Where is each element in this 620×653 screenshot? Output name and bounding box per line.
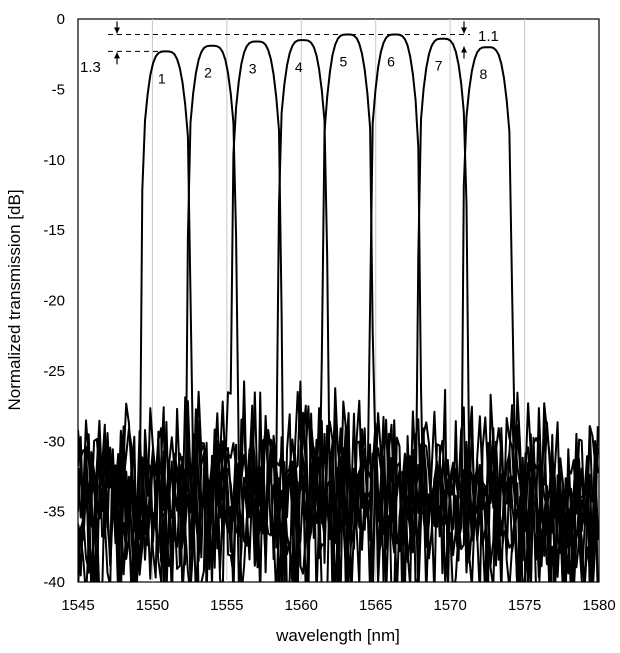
series-group <box>78 33 599 582</box>
x-tick-label: 1570 <box>433 597 466 614</box>
y-axis-title: Normalized transmission [dB] <box>5 189 24 410</box>
peak-labels: 1 2 3 4 5 6 7 8 <box>158 53 488 86</box>
arrow-down-left-head <box>114 27 120 34</box>
arrow-up-right-head <box>461 46 467 53</box>
channel-5-curve <box>78 33 599 582</box>
x-tick-labels: 1545 1550 1555 1560 1565 1570 1575 1580 <box>61 597 615 614</box>
y-tick-label: -20 <box>43 293 65 310</box>
y-tick-label: -40 <box>43 574 65 591</box>
y-tick-label: -25 <box>43 363 65 380</box>
y-tick-label: -30 <box>43 433 65 450</box>
channel-6-curve <box>78 33 599 582</box>
x-tick-label: 1545 <box>61 597 94 614</box>
channel-label: 6 <box>387 53 395 69</box>
y-tick-label: -35 <box>43 504 65 521</box>
x-tick-label: 1560 <box>285 597 318 614</box>
x-axis-title: wavelength [nm] <box>275 626 400 645</box>
y-tick-label: -15 <box>43 222 65 239</box>
channel-label: 3 <box>249 61 257 77</box>
channel-label: 5 <box>340 53 348 69</box>
arrow-up-left-head <box>114 52 120 59</box>
y-tick-labels: 0 -5 -10 -15 -20 -25 -30 -35 -40 <box>43 11 65 591</box>
channel-label: 2 <box>204 65 212 81</box>
channel-label: 8 <box>479 66 487 82</box>
annotation-right-value: 1.1 <box>478 28 499 45</box>
x-tick-label: 1550 <box>136 597 169 614</box>
channel-label: 7 <box>435 58 443 74</box>
x-tick-label: 1580 <box>582 597 615 614</box>
annotation-left-value: 1.3 <box>80 59 101 76</box>
y-tick-label: -5 <box>52 81 65 98</box>
arrow-down-right-head <box>461 27 467 34</box>
y-tick-label: 0 <box>57 11 65 28</box>
channel-label: 4 <box>295 59 303 75</box>
x-tick-label: 1565 <box>359 597 392 614</box>
annotation-group: 1.3 1.1 <box>80 21 499 76</box>
x-tick-label: 1555 <box>210 597 243 614</box>
channel-8-curve <box>78 46 599 582</box>
x-tick-label: 1575 <box>508 597 541 614</box>
y-tick-label: -10 <box>43 152 65 169</box>
channel-label: 1 <box>158 70 166 86</box>
